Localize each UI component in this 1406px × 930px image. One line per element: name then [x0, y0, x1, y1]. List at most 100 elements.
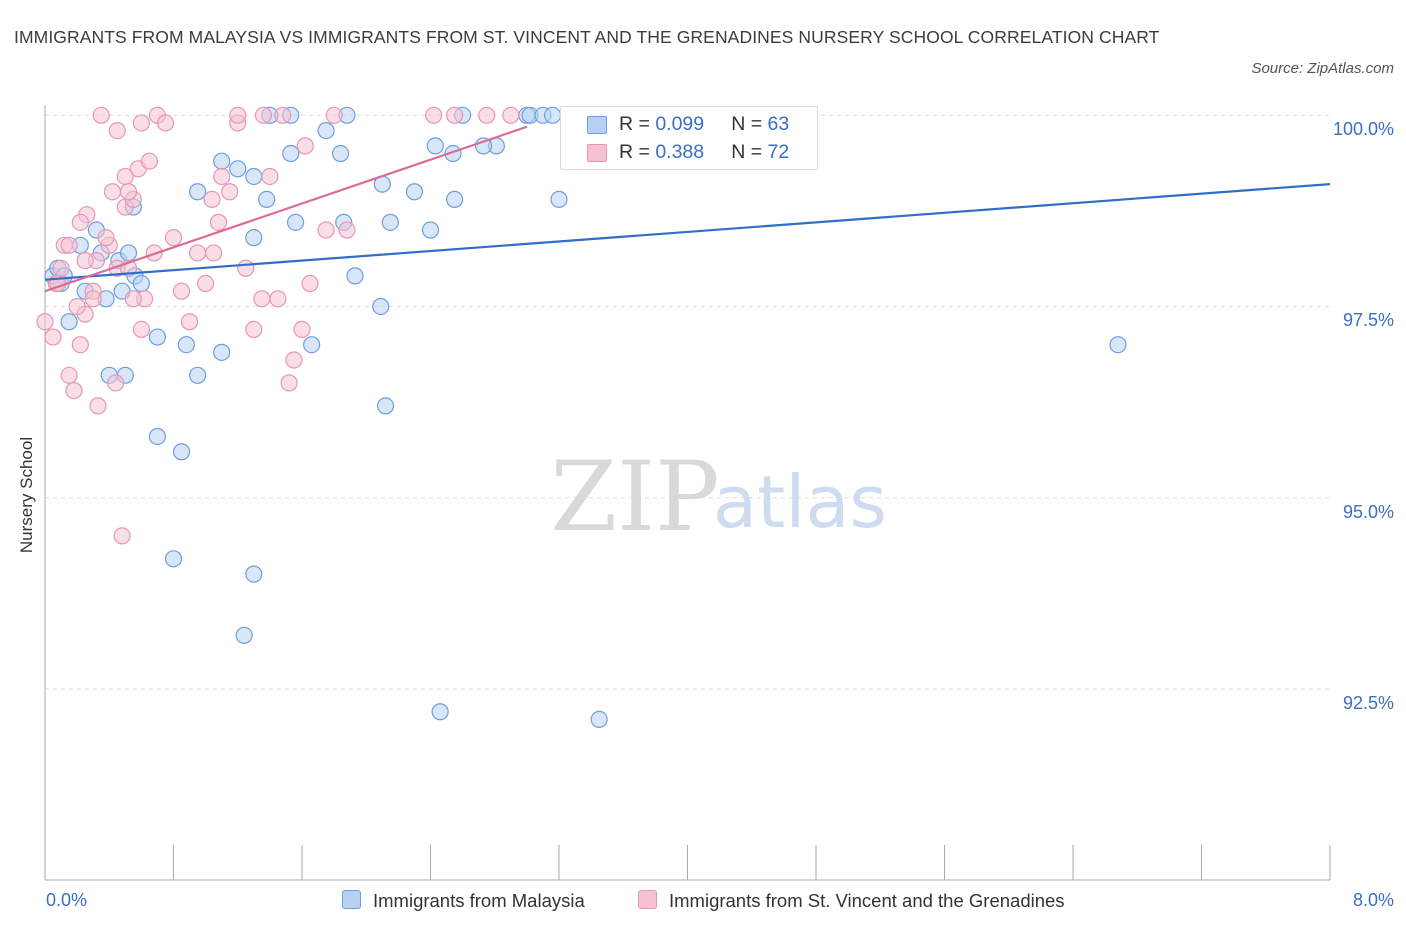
malaysia-point	[177, 336, 195, 354]
malaysia-point	[229, 160, 247, 178]
stvincent-point	[68, 297, 86, 316]
stvincent-point	[245, 320, 263, 339]
stvincent-point	[164, 229, 183, 247]
stvincent-point	[502, 106, 520, 124]
stvincent-point	[156, 114, 175, 132]
r-value: 0.388	[655, 141, 705, 163]
data-points	[36, 106, 1127, 729]
y-tick-label: 92.5%	[1342, 692, 1394, 713]
stvincent-point	[285, 351, 303, 369]
malaysia-point	[376, 397, 395, 415]
stvincent-point	[205, 244, 223, 262]
n-value: 72	[767, 141, 790, 163]
n-value: 63	[767, 113, 790, 135]
malaysia-point	[119, 244, 138, 262]
malaysia-point	[543, 106, 562, 124]
stvincent-point	[119, 183, 138, 201]
n-label: N =	[731, 141, 763, 163]
malaysia-point	[303, 336, 321, 354]
malaysia-point	[445, 190, 464, 209]
stvincent-point	[52, 259, 70, 277]
r-label: R =	[619, 113, 650, 135]
malaysia-point	[372, 297, 390, 316]
stvincent-trend-line	[44, 125, 528, 293]
stvincent-point	[261, 167, 279, 186]
malaysia-point	[286, 213, 305, 231]
malaysia-point	[317, 121, 335, 140]
stvincent-point	[92, 106, 110, 124]
stvincent-point	[60, 236, 78, 254]
malaysia-point	[245, 167, 263, 186]
legend-label: Immigrants from St. Vincent and the Gren…	[669, 890, 1065, 911]
stvincent-point	[76, 251, 94, 270]
watermark-zip: ZIP	[550, 441, 719, 553]
stvincent-point	[84, 290, 102, 308]
x-tick-label-min: 0.0%	[46, 890, 88, 910]
malaysia-point	[148, 328, 167, 346]
stvincent-point	[425, 106, 443, 124]
malaysia-point	[60, 313, 78, 331]
n-label: N =	[731, 113, 763, 135]
malaysia-point	[426, 137, 444, 155]
stvincent-point	[280, 374, 298, 392]
stvincent-point	[71, 213, 89, 231]
malaysia-point	[331, 144, 350, 163]
legend-swatch-blue	[342, 890, 361, 909]
stvincent-point	[203, 190, 221, 209]
stvincent-point	[113, 527, 131, 545]
legend-item-malaysia: Immigrants from Malaysia	[342, 890, 585, 912]
malaysia-point	[132, 274, 150, 293]
malaysia-point	[346, 267, 364, 285]
malaysia-point	[550, 190, 568, 209]
malaysia-point	[213, 343, 231, 361]
stvincent-point	[197, 274, 215, 293]
malaysia-point	[282, 144, 300, 163]
malaysia-point	[1109, 336, 1127, 354]
malaysia-point	[172, 443, 191, 461]
stvincent-point	[296, 137, 314, 155]
malaysia-point	[188, 366, 207, 384]
malaysia-point	[164, 550, 183, 568]
axes	[44, 105, 1331, 881]
stvincent-point	[269, 290, 287, 308]
stvincent-point	[317, 221, 335, 239]
watermark-atlas: atlas	[713, 460, 887, 544]
stvincent-point	[44, 328, 62, 346]
stvincent-point	[65, 381, 83, 400]
stvincent-point	[209, 213, 228, 231]
malaysia-point	[188, 183, 207, 201]
stvincent-point	[116, 167, 134, 186]
stvincent-point	[172, 282, 191, 300]
source-label: Source: ZipAtlas.com	[1251, 60, 1394, 77]
malaysia-point	[245, 565, 263, 583]
malaysia-point	[405, 183, 424, 201]
stvincent-point	[229, 106, 247, 124]
stvincent-point	[338, 221, 356, 239]
y-tick-label: 95.0%	[1342, 501, 1394, 522]
r-value: 0.099	[655, 113, 705, 135]
stvincent-point	[36, 313, 54, 331]
stvincent-point	[188, 244, 207, 262]
stvincent-point	[254, 106, 273, 124]
legend-swatch-pink	[638, 890, 657, 909]
y-axis-label: Nursery School	[17, 436, 36, 554]
legend-item-stvincent: Immigrants from St. Vincent and the Gren…	[638, 890, 1065, 912]
malaysia-point	[258, 190, 276, 209]
stvincent-point	[221, 183, 239, 201]
malaysia-point	[213, 152, 231, 170]
chart-title: IMMIGRANTS FROM MALAYSIA VS IMMIGRANTS F…	[14, 27, 1160, 47]
legend-swatch-blue	[587, 116, 607, 134]
stvincent-point	[478, 106, 496, 124]
malaysia-point	[235, 626, 253, 644]
stvincent-point	[132, 114, 150, 132]
malaysia-point	[148, 427, 167, 446]
stvincent-point	[301, 274, 319, 293]
stvincent-point	[107, 374, 125, 392]
stvincent-point	[71, 336, 89, 354]
malaysia-point	[590, 710, 608, 729]
stvincent-point	[89, 397, 107, 415]
stvincent-point	[274, 106, 292, 124]
stvincent-point	[60, 366, 78, 384]
malaysia-point	[245, 229, 263, 247]
